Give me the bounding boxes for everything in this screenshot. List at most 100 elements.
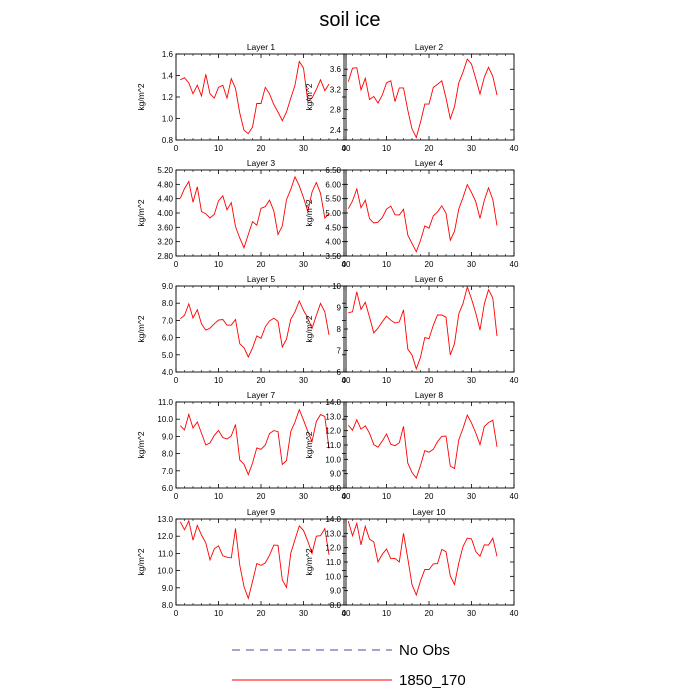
x-tick-label: 10	[382, 144, 391, 153]
plot-frame	[343, 285, 515, 373]
x-tick-label: 10	[214, 144, 223, 153]
x-tick-label: 0	[342, 144, 347, 153]
y-axis-label: kg/m^2	[136, 315, 146, 342]
legend-item-2: 1850_170	[232, 672, 466, 689]
y-tick-label: 4.50	[325, 223, 341, 232]
y-axis-label: kg/m^2	[304, 83, 314, 110]
y-tick-label: 6	[337, 368, 342, 377]
x-tick-label: 0	[342, 260, 347, 269]
panel-layer-7: Layer 7 kg/m^2 0 10 20 30 40 6.0 7.0 8.0 9.0 10.0 11…	[136, 390, 351, 501]
y-tick-label: 9.0	[162, 432, 174, 441]
y-axis-label: kg/m^2	[304, 548, 314, 575]
series-line-1850_170	[348, 285, 498, 371]
y-tick-label: 9.0	[162, 584, 174, 593]
x-tick-label: 30	[299, 144, 308, 153]
x-tick-label: 10	[214, 376, 223, 385]
panel-title: Layer 8	[415, 390, 444, 400]
y-axis-label: kg/m^2	[304, 199, 314, 226]
plot-frame	[175, 518, 347, 606]
x-tick-label: 10	[214, 492, 223, 501]
x-tick-label: 0	[174, 492, 179, 501]
panel-title: Layer 2	[415, 42, 444, 52]
y-tick-label: 9.0	[330, 587, 342, 596]
x-tick-label: 10	[214, 260, 223, 269]
x-tick-label: 0	[174, 260, 179, 269]
y-tick-label: 10.0	[157, 567, 173, 576]
y-tick-label: 11.0	[326, 558, 342, 567]
x-tick-label: 30	[299, 260, 308, 269]
x-tick-label: 10	[382, 376, 391, 385]
panel-title: Layer 9	[247, 507, 276, 517]
y-tick-label: 5.00	[325, 209, 341, 218]
plot-frame	[343, 53, 515, 141]
y-tick-label: 3.60	[157, 223, 173, 232]
y-tick-label: 7	[337, 347, 342, 356]
legend-item-1: No Obs	[232, 642, 450, 659]
x-tick-label: 30	[467, 609, 476, 618]
y-axis-label: kg/m^2	[136, 199, 146, 226]
panel-title: Layer 6	[415, 274, 444, 284]
x-tick-label: 10	[214, 609, 223, 618]
y-tick-label: 13.0	[325, 529, 341, 538]
x-tick-label: 0	[342, 492, 347, 501]
x-tick-label: 40	[510, 260, 519, 269]
plot-frame	[343, 401, 515, 489]
y-tick-label: 5.50	[325, 195, 341, 204]
x-tick-label: 30	[467, 376, 476, 385]
panel-layer-8: Layer 8kg/m^20 10 20 30 408.09.010.011.012.0…	[304, 390, 519, 501]
y-tick-label: 13.0	[157, 515, 173, 524]
y-tick-label: 10.0	[325, 572, 341, 581]
y-tick-label: 12.0	[325, 544, 341, 553]
y-axis-label: kg/m^2	[304, 315, 314, 342]
y-tick-label: 3.20	[157, 238, 173, 247]
plot-frame	[175, 53, 347, 141]
x-tick-label: 40	[510, 144, 519, 153]
panel-layer-4: Layer 4kg/m^20 10 20 30 403.504.004.505.005.…	[304, 158, 519, 269]
x-tick-label: 40	[342, 144, 351, 153]
x-tick-label: 0	[342, 376, 347, 385]
x-tick-label: 20	[425, 260, 434, 269]
y-tick-label: 6.50	[325, 166, 341, 175]
y-tick-label: 12.0	[325, 427, 341, 436]
panel-title: Layer 10	[412, 507, 445, 517]
x-tick-label: 20	[257, 492, 266, 501]
panel-layer-9: Layer 9kg/m^20 10 20 30 408.09.010.011.012.0…	[136, 507, 351, 618]
y-tick-label: 4.00	[325, 238, 341, 247]
y-axis-label: kg/m^2	[136, 431, 146, 458]
x-tick-label: 10	[382, 260, 391, 269]
series-line-1850_170	[347, 183, 498, 253]
x-tick-label: 30	[299, 376, 308, 385]
x-tick-label: 40	[342, 260, 351, 269]
x-tick-label: 30	[299, 609, 308, 618]
y-tick-label: 1.2	[162, 93, 174, 102]
y-tick-label: 4.00	[157, 209, 173, 218]
series-line-1850_170	[347, 58, 498, 139]
series-line-1850_170	[179, 175, 330, 250]
y-tick-label: 3.50	[325, 252, 341, 261]
panel-title: Layer 1	[247, 42, 276, 52]
y-tick-label: 5.20	[157, 166, 173, 175]
panel-layer-2: Layer 2kg/m^20 10 20 30 402.42.83.23.6	[304, 42, 519, 153]
y-tick-label: 11.0	[158, 398, 174, 407]
y-tick-label: 10	[332, 282, 341, 291]
y-tick-label: 10.0	[325, 455, 341, 464]
y-axis-label: kg/m^2	[136, 548, 146, 575]
x-tick-label: 20	[257, 260, 266, 269]
panel-title: Layer 3	[247, 158, 276, 168]
x-tick-label: 40	[342, 609, 351, 618]
y-tick-label: 4.0	[162, 368, 174, 377]
y-tick-label: 2.4	[330, 126, 342, 135]
x-tick-label: 30	[467, 492, 476, 501]
x-tick-label: 40	[510, 609, 519, 618]
series-line-1850_170	[347, 413, 498, 479]
x-tick-label: 40	[342, 376, 351, 385]
y-tick-label: 2.8	[330, 106, 342, 115]
y-tick-label: 6.0	[162, 334, 174, 343]
x-tick-label: 40	[510, 376, 519, 385]
x-tick-label: 20	[257, 376, 266, 385]
y-tick-label: 0.8	[162, 136, 174, 145]
x-tick-label: 30	[467, 144, 476, 153]
x-tick-label: 0	[174, 609, 179, 618]
y-tick-label: 7.0	[162, 316, 174, 325]
series-line-1850_170	[347, 520, 498, 597]
